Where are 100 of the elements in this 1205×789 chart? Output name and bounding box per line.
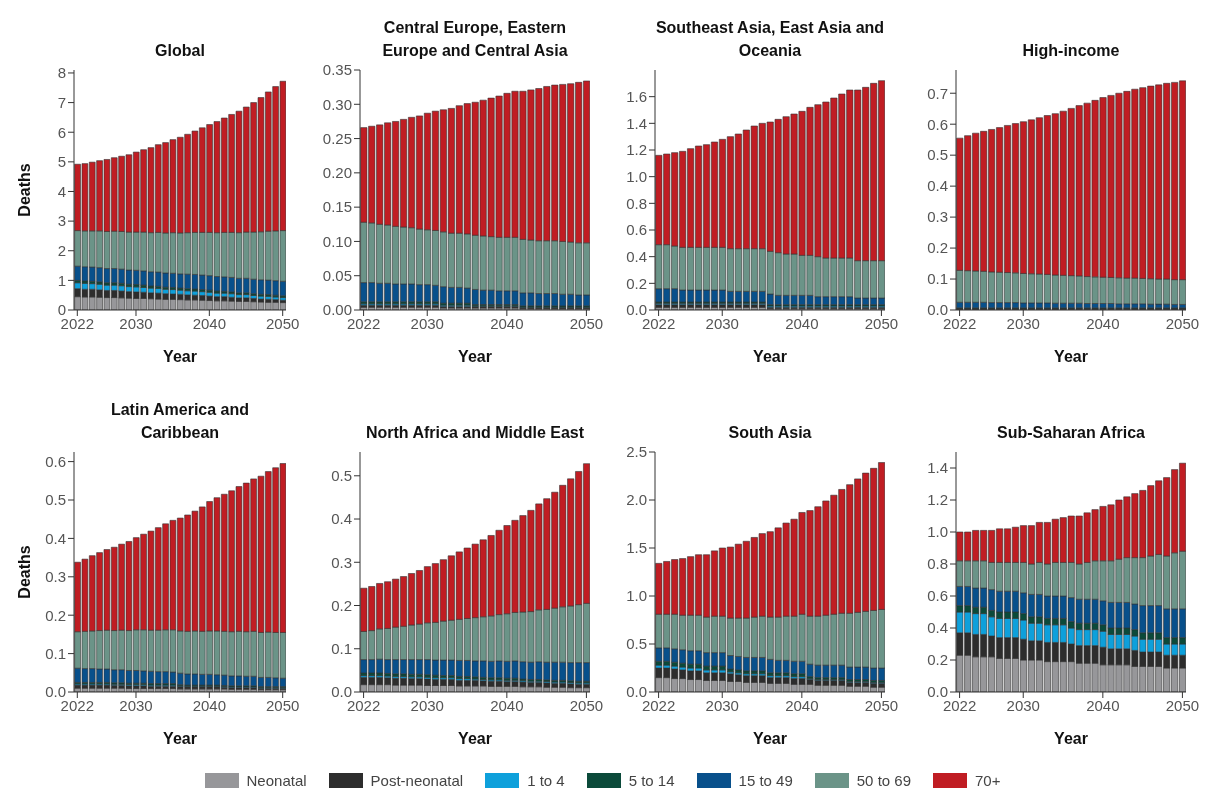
chart-title: High-income: [1022, 41, 1120, 61]
chart-title: Latin America and Caribbean: [109, 400, 251, 443]
y-tick-label: 2.0: [626, 491, 647, 509]
x-axis-title: Year: [458, 348, 492, 365]
y-tick-label: 0.10: [322, 232, 352, 250]
y-tick-label: 0.3: [927, 208, 948, 226]
y-tick-label: 0.8: [626, 194, 647, 212]
chart-title: Sub-Saharan Africa: [997, 423, 1145, 443]
x-tick-label: 2050: [864, 314, 899, 332]
x-tick-label: 2050: [569, 314, 604, 332]
y-tick-label: 0.4: [626, 247, 647, 265]
chart-title: South Asia: [728, 423, 812, 443]
y-tick-label: 1.5: [626, 539, 647, 557]
y-tick-label: 0.5: [45, 491, 66, 509]
y-tick-label: 0.5: [331, 467, 352, 485]
y-tick-label: 0.2: [927, 651, 948, 669]
y-tick-label: 0.4: [331, 510, 352, 528]
x-tick-label: 2040: [785, 696, 819, 714]
y-tick-label: 0.2: [626, 274, 647, 292]
y-tick-label: 0.30: [322, 95, 352, 113]
x-tick-label: 2050: [266, 314, 300, 332]
y-tick-label: 1.0: [626, 587, 647, 605]
x-tick-label: 2030: [1006, 696, 1040, 714]
y-tick-label: 1.6: [626, 87, 647, 105]
y-tick-label: 0.7: [927, 84, 948, 102]
chart-title: North Africa and Middle East: [365, 423, 585, 443]
y-tick-label: 0.1: [45, 644, 66, 662]
y-tick-label: 1.4: [626, 114, 647, 132]
y-axis-title: Deaths: [15, 545, 33, 599]
legend-label: 1 to 4: [527, 772, 565, 789]
x-tick-label: 2040: [785, 314, 819, 332]
legend-label: 5 to 14: [628, 772, 675, 789]
y-tick-label: 7: [57, 93, 66, 111]
y-tick-label: 0.1: [331, 640, 352, 658]
y-tick-label: 5: [57, 153, 66, 171]
y-tick-label: 0.4: [927, 177, 948, 195]
legend-label: 15 to 49: [738, 772, 793, 789]
y-tick-label: 0.20: [322, 164, 352, 182]
legend-label: 70+: [975, 772, 1001, 789]
y-tick-label: 0.6: [927, 587, 948, 605]
y-tick-label: 1.4: [927, 459, 948, 477]
x-tick-label: 2030: [410, 696, 444, 714]
y-tick-label: 1: [57, 271, 66, 289]
y-tick-label: 0.6: [626, 221, 647, 239]
y-tick-label: 0.05: [322, 267, 352, 285]
x-tick-label: 2030: [119, 314, 153, 332]
x-tick-label: 2030: [1006, 314, 1040, 332]
x-axis-title: Year: [458, 730, 492, 747]
y-tick-label: 1.0: [927, 523, 948, 541]
x-tick-label: 2030: [119, 696, 153, 714]
legend-label: Post-neonatal: [370, 772, 464, 789]
y-tick-label: 2: [57, 242, 66, 260]
y-tick-label: 1.0: [626, 167, 647, 185]
y-tick-label: 8: [57, 64, 66, 82]
y-tick-label: 0.35: [322, 61, 352, 79]
y-tick-label: 2.5: [626, 443, 647, 461]
x-axis-title: Year: [753, 730, 787, 747]
x-axis-title: Year: [163, 730, 197, 747]
y-tick-label: 1.2: [927, 491, 948, 509]
x-tick-label: 2050: [864, 696, 899, 714]
chart-title: Global: [155, 41, 205, 61]
y-tick-label: 0.6: [45, 452, 66, 470]
y-tick-label: 0.4: [927, 619, 948, 637]
x-tick-label: 2040: [1086, 696, 1120, 714]
x-tick-label: 2030: [410, 314, 444, 332]
chart-title: Southeast Asia, East Asia and Oceania: [655, 18, 885, 61]
x-tick-label: 2050: [1165, 314, 1200, 332]
x-axis-title: Year: [753, 348, 787, 365]
x-tick-label: 2040: [490, 696, 524, 714]
legend-label: 50 to 69: [856, 772, 911, 789]
x-tick-label: 2050: [1165, 696, 1200, 714]
y-tick-label: 0.4: [45, 529, 66, 547]
x-tick-label: 2040: [490, 314, 524, 332]
x-tick-label: 2040: [192, 314, 227, 332]
y-tick-label: 0.2: [927, 239, 948, 257]
y-tick-label: 0.3: [331, 553, 352, 571]
x-tick-label: 2030: [705, 696, 739, 714]
legend-label: Neonatal: [246, 772, 307, 789]
x-tick-label: 2050: [266, 696, 300, 714]
y-tick-label: 4: [57, 182, 66, 200]
y-tick-label: 0.2: [331, 596, 352, 614]
y-tick-label: 0.5: [626, 635, 647, 653]
chart-title: Central Europe, Eastern Europe and Central Asia: [381, 18, 569, 61]
y-tick-label: 0.8: [927, 555, 948, 573]
x-tick-label: 2040: [192, 696, 227, 714]
x-axis-title: Year: [163, 348, 197, 365]
y-tick-label: 0.3: [45, 568, 66, 586]
y-tick-label: 3: [57, 212, 66, 230]
y-tick-label: 6: [57, 123, 66, 141]
y-tick-label: 0.1: [927, 270, 948, 288]
x-axis-title: Year: [1054, 348, 1088, 365]
y-tick-label: 0.5: [927, 146, 948, 164]
y-tick-label: 1.2: [626, 141, 647, 159]
y-tick-label: 0.6: [927, 115, 948, 133]
x-tick-label: 2050: [569, 696, 604, 714]
x-tick-label: 2030: [705, 314, 739, 332]
y-tick-label: 0.15: [322, 198, 352, 216]
y-axis-title: Deaths: [15, 163, 33, 217]
x-tick-label: 2040: [1086, 314, 1120, 332]
y-tick-label: 0.2: [45, 606, 66, 624]
